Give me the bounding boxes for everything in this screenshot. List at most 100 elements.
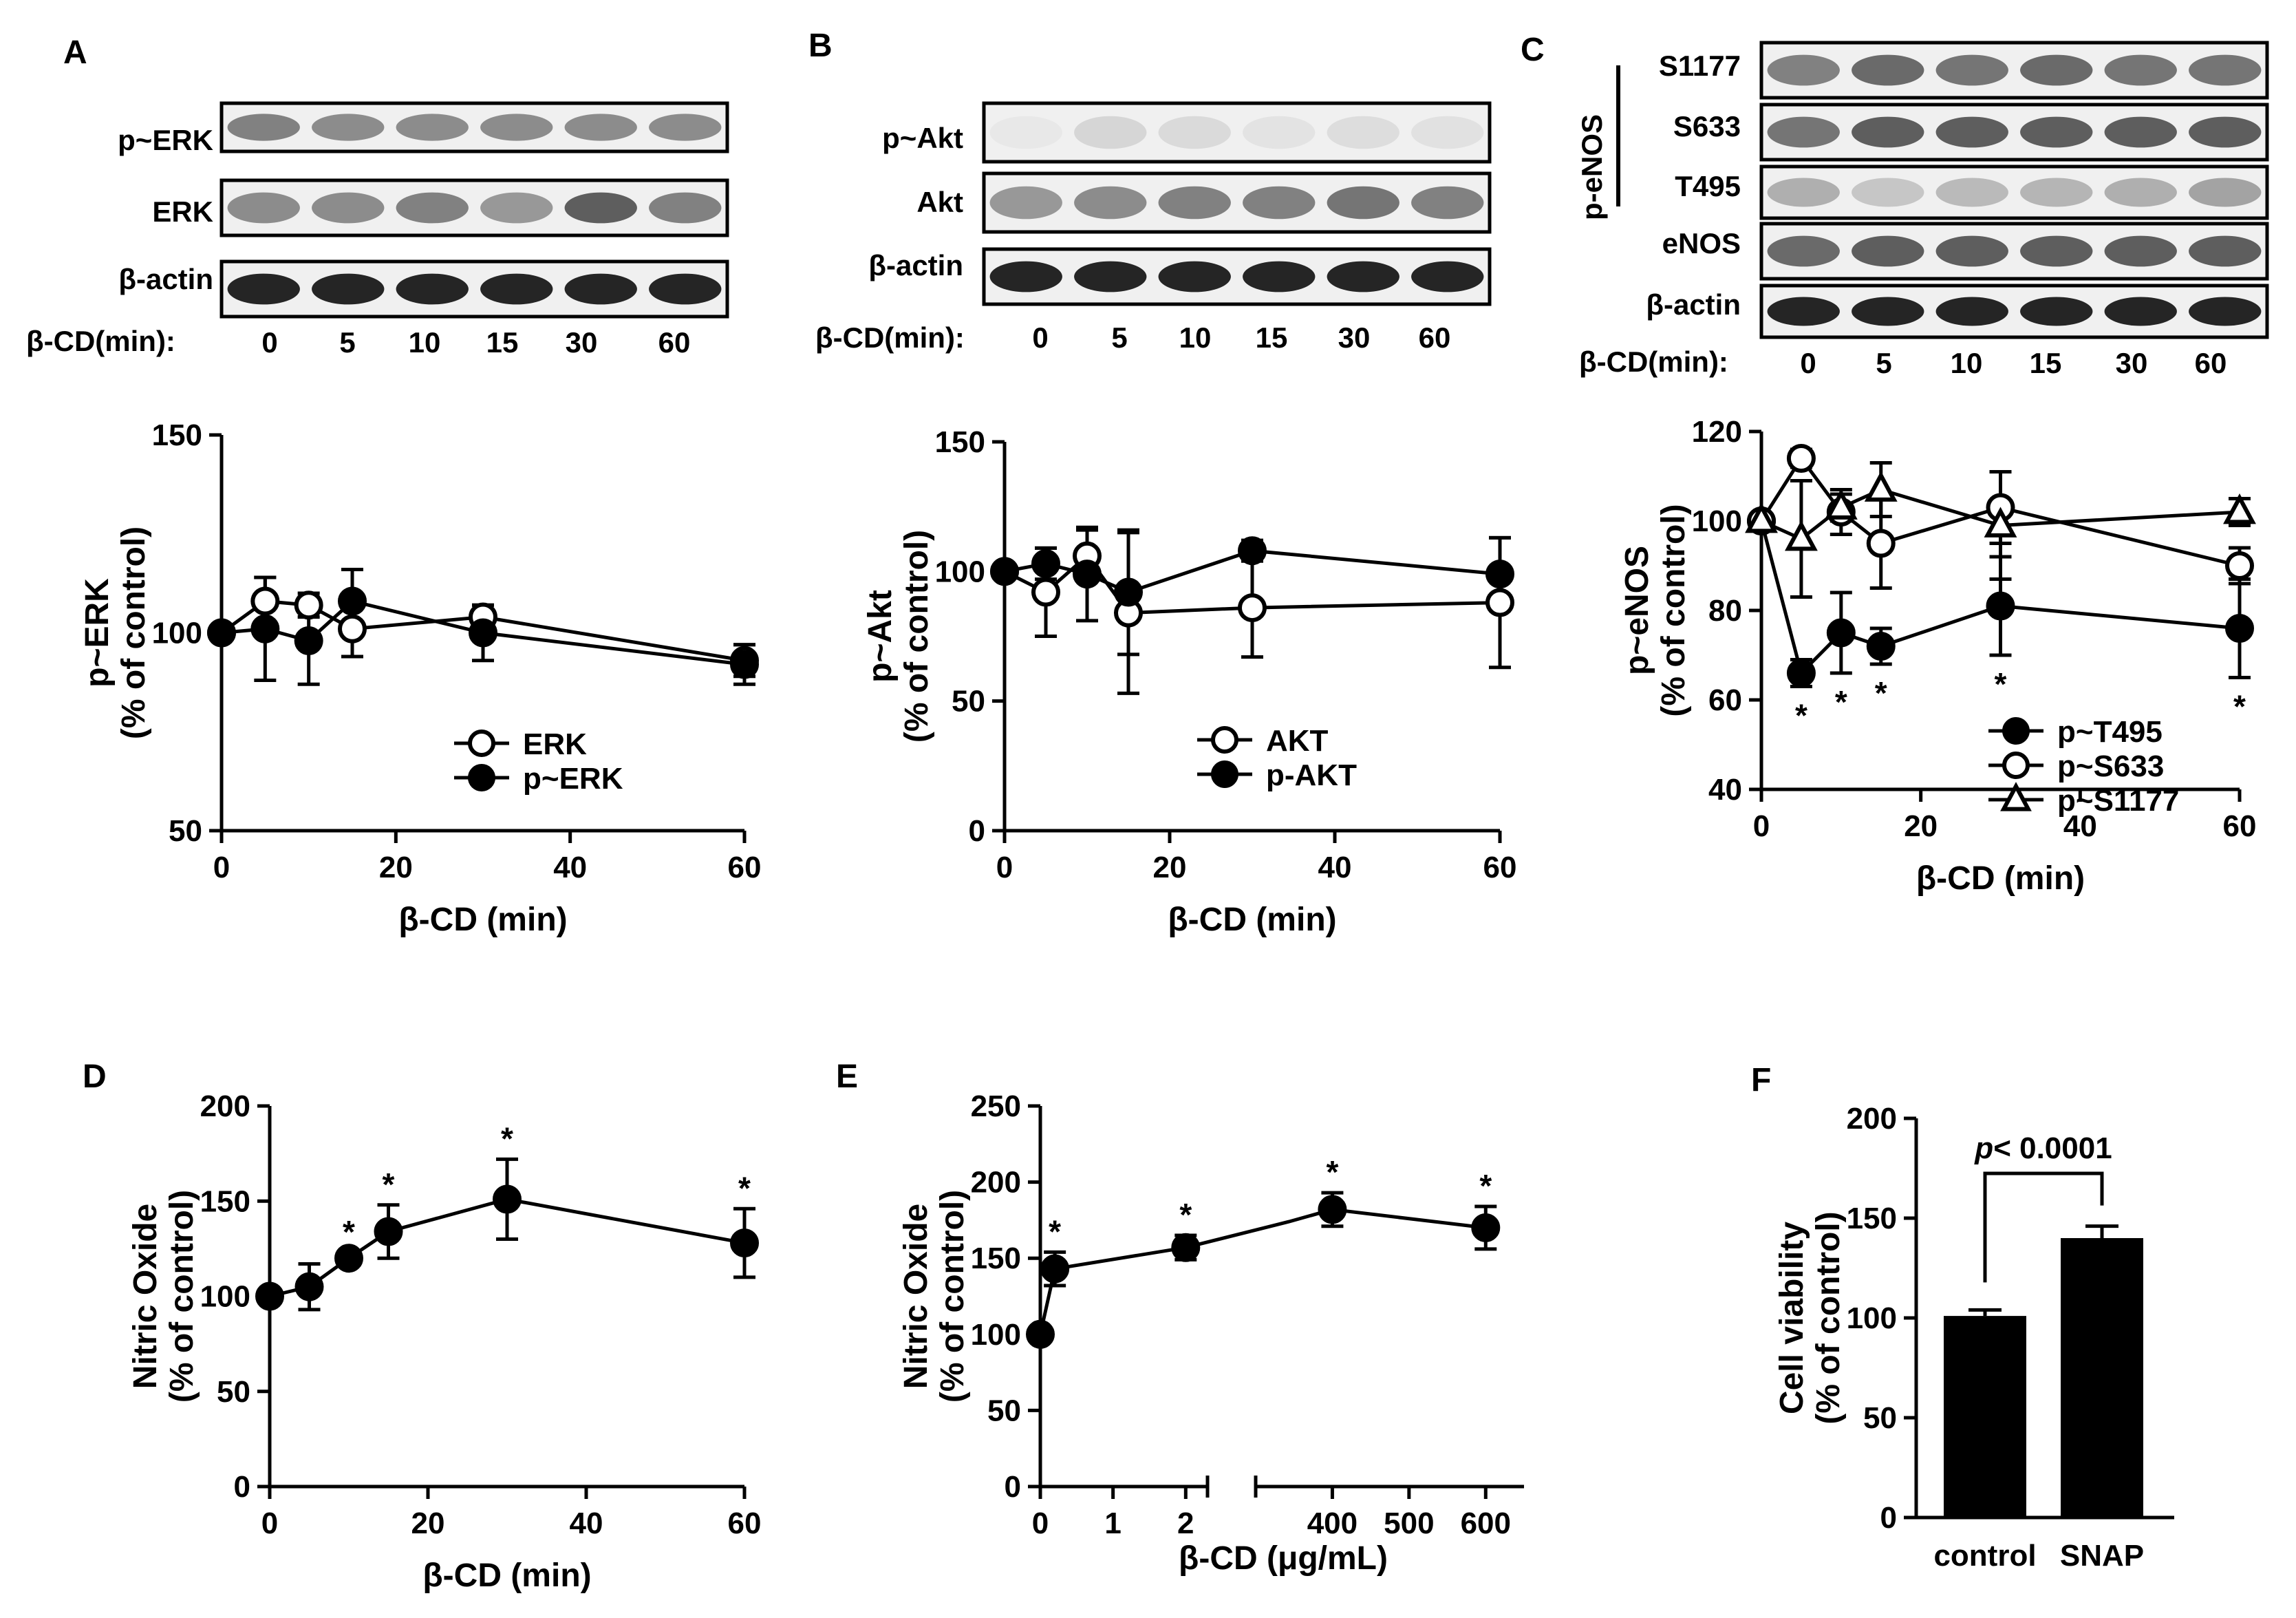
x-tick-label: SNAP (2060, 1539, 2144, 1573)
blot-band (396, 273, 469, 305)
blot-lane-label: 30 (566, 326, 598, 359)
data-point (207, 618, 236, 648)
y-axis-title: p~Akt (862, 590, 899, 683)
data-point (1986, 591, 2015, 621)
y-axis-title-sub: (% of control) (934, 1190, 971, 1403)
data-point (1745, 502, 1778, 533)
blot-band (480, 273, 553, 305)
legend-label: p~S633 (2057, 749, 2164, 783)
chart-f: 0 50 100 150 200 Cell viability (% of control)… (1774, 1102, 2174, 1573)
blot-band (2020, 297, 2093, 326)
x-tick-label: 20 (379, 851, 413, 884)
blot-band (1243, 186, 1316, 220)
blot-strip (1759, 164, 2269, 220)
data-point (1786, 444, 1816, 473)
blot-band (227, 273, 300, 305)
blot-band (396, 192, 469, 224)
blot-band (2020, 116, 2093, 148)
p-value-text: < 0.0001 (1993, 1131, 2112, 1165)
data-point (1471, 1213, 1501, 1242)
blot-band (1411, 261, 1484, 292)
blot-band (1411, 116, 1484, 149)
chart-e: 0 50 100 150 200 250 Nitric Oxide (% of control… (898, 1089, 1524, 1577)
blot-band (2189, 178, 2262, 207)
data-point (1866, 632, 1896, 661)
blot-band (989, 186, 1062, 220)
blot-band (1852, 178, 1924, 207)
x-tick-label: 40 (2063, 809, 2097, 843)
significance-star: * (343, 1214, 355, 1250)
y-tick-label: 60 (1708, 683, 1742, 717)
legend-label: p~S1177 (2057, 784, 2179, 818)
blot-band (1767, 297, 1840, 326)
legend-label: p~ERK (523, 762, 623, 796)
blot-lane-title: β-CD(min): (815, 321, 965, 354)
blot-strip (1759, 284, 2269, 339)
significance-star: * (1835, 684, 1847, 720)
data-point (1238, 536, 1267, 566)
blot-row-label: ERK (152, 195, 213, 228)
blot-band (480, 114, 553, 141)
blot-lane-label: 60 (1419, 321, 1451, 354)
blot-band (227, 192, 300, 224)
blot-lane-title: β-CD(min): (26, 325, 175, 357)
y-tick-label: 50 (169, 814, 202, 848)
blot-row-label: p~Akt (882, 122, 963, 154)
data-point (1485, 560, 1514, 589)
blot-band (1074, 116, 1147, 149)
data-point (294, 1272, 324, 1301)
x-tick-label: 20 (1153, 851, 1187, 884)
y-tick-label: 100 (152, 617, 202, 650)
y-tick-label: 50 (217, 1375, 250, 1409)
blot-band (1935, 297, 2008, 326)
x-tick-label: 20 (411, 1507, 445, 1540)
panel-letter-c: C (1521, 32, 1545, 68)
x-tick-label: 40 (553, 851, 587, 884)
x-tick-label: 2 (1177, 1507, 1194, 1540)
data-point (334, 1244, 363, 1273)
x-tick-label: 1 (1104, 1507, 1121, 1540)
blot-row-label: T495 (1675, 170, 1741, 202)
blot-band (1935, 116, 2008, 148)
significance-star: * (1049, 1213, 1061, 1249)
blot-strip (1759, 103, 2269, 162)
blot-band (1852, 297, 1924, 326)
data-point (294, 626, 323, 655)
y-tick-label: 150 (1847, 1202, 1897, 1235)
blot-lane-label: 15 (2030, 347, 2062, 379)
data-point (1786, 659, 1816, 688)
blot-row-label: β-actin (868, 249, 963, 281)
y-tick-label: 250 (971, 1089, 1021, 1123)
blot-band (2189, 235, 2262, 267)
blot-band (1243, 261, 1316, 292)
blot-strip (1759, 222, 2269, 281)
blot-band (1158, 261, 1231, 292)
blot-row-label: S633 (1673, 110, 1741, 142)
y-tick-label: 200 (200, 1089, 250, 1123)
x-tick-label: 500 (1384, 1507, 1434, 1540)
blot-band (1852, 54, 1924, 86)
significance-star: * (1179, 1197, 1192, 1233)
blot-band (396, 114, 469, 141)
x-tick-label: 0 (1032, 1507, 1049, 1540)
blot-strip (1759, 41, 2269, 100)
blot-band (1767, 116, 1840, 148)
y-axis-title: Nitric Oxide (127, 1204, 164, 1389)
y-tick-label: 100 (1692, 504, 1742, 538)
y-tick-label: 50 (987, 1394, 1021, 1427)
blot-band (2020, 178, 2093, 207)
blot-band (1074, 261, 1147, 292)
legend-label: p~T495 (2057, 715, 2163, 749)
y-tick-label: 0 (1005, 1470, 1021, 1504)
y-tick-label: 150 (971, 1242, 1021, 1275)
blot-lane-label: 60 (658, 326, 691, 359)
x-tick-label: 0 (213, 851, 230, 884)
blot-row-label: Akt (916, 186, 963, 218)
data-point (468, 730, 495, 757)
significance-star: * (1479, 1168, 1492, 1204)
y-axis-title-sub: (% of control) (1810, 1211, 1847, 1424)
blot-band (2104, 54, 2177, 86)
data-point (294, 590, 323, 620)
significance-bracket (1983, 1171, 2104, 1283)
